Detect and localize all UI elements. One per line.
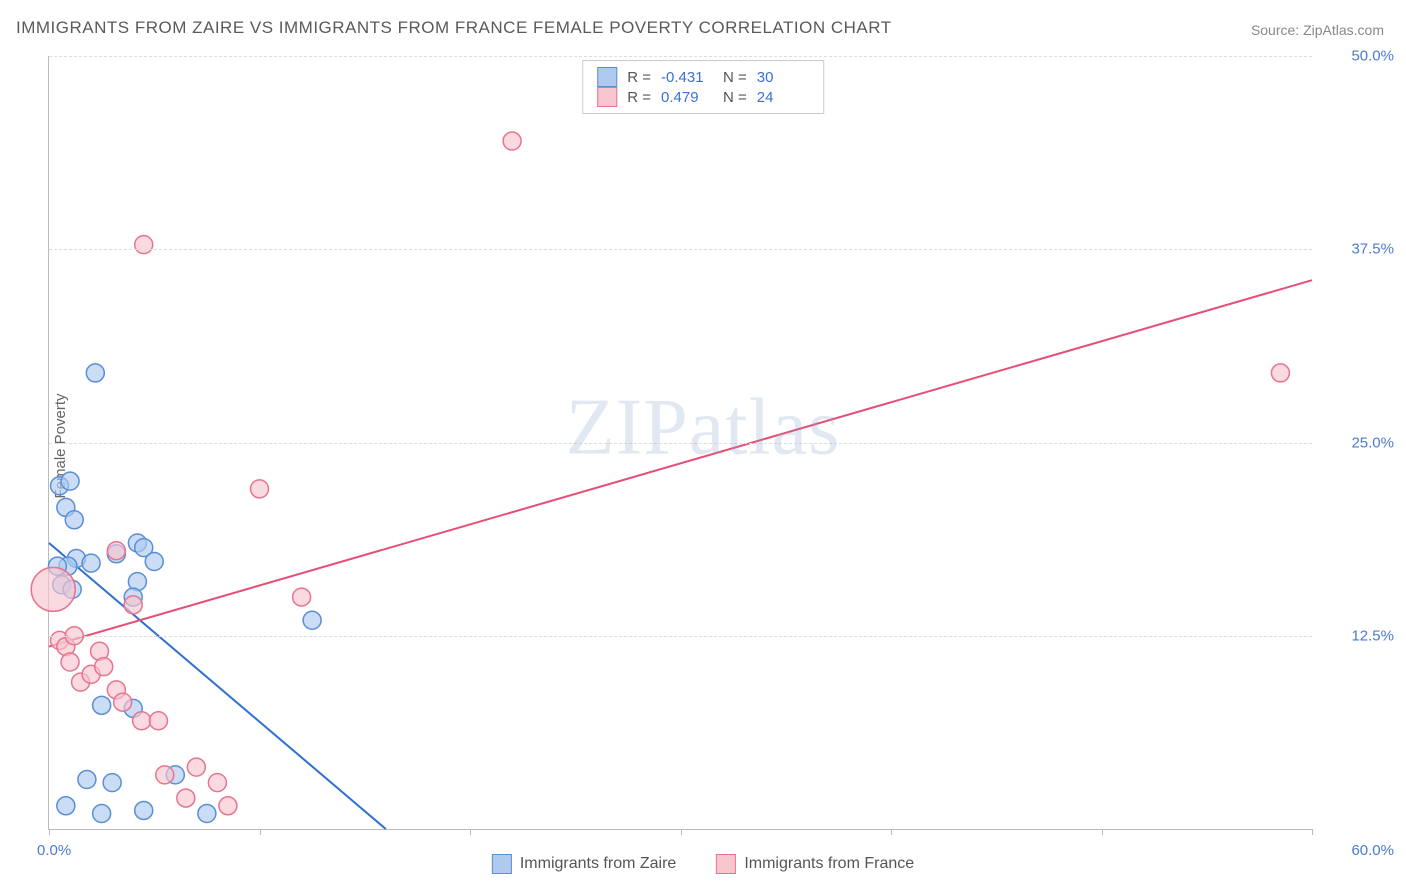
data-point-france xyxy=(149,712,167,730)
data-point-france xyxy=(61,653,79,671)
r-value-france: 0.479 xyxy=(661,89,713,106)
data-point-zaire xyxy=(135,801,153,819)
source-name: ZipAtlas.com xyxy=(1303,22,1384,38)
n-value-france: 24 xyxy=(757,89,809,106)
data-point-zaire xyxy=(86,364,104,382)
data-point-france xyxy=(219,797,237,815)
data-point-zaire xyxy=(93,805,111,823)
x-tick-mark xyxy=(260,829,261,835)
data-point-france xyxy=(124,596,142,614)
gridline xyxy=(49,249,1312,250)
data-point-zaire xyxy=(145,553,163,571)
data-point-france xyxy=(208,774,226,792)
legend-label-france: Immigrants from France xyxy=(744,855,914,873)
data-point-france xyxy=(251,480,269,498)
x-tick-mark xyxy=(470,829,471,835)
legend-swatch-france xyxy=(597,87,617,107)
legend-row-zaire: R = -0.431 N = 30 xyxy=(597,67,809,87)
source-prefix: Source: xyxy=(1251,22,1303,38)
x-tick-mark xyxy=(891,829,892,835)
chart-title: IMMIGRANTS FROM ZAIRE VS IMMIGRANTS FROM… xyxy=(16,18,892,38)
data-point-france xyxy=(107,542,125,560)
data-point-france xyxy=(503,132,521,150)
data-point-france xyxy=(135,236,153,254)
data-point-france xyxy=(95,658,113,676)
y-tick-label: 25.0% xyxy=(1351,434,1394,451)
data-point-zaire xyxy=(303,611,321,629)
series-legend: Immigrants from Zaire Immigrants from Fr… xyxy=(492,854,914,874)
y-tick-label: 37.5% xyxy=(1351,241,1394,258)
x-tick-mark xyxy=(681,829,682,835)
gridline xyxy=(49,56,1312,57)
gridline xyxy=(49,443,1312,444)
gridline xyxy=(49,636,1312,637)
data-point-france xyxy=(133,712,151,730)
data-point-zaire xyxy=(103,774,121,792)
data-point-zaire xyxy=(82,554,100,572)
data-point-france xyxy=(114,693,132,711)
x-tick-mark xyxy=(1312,829,1313,835)
r-label: R = xyxy=(627,69,651,86)
legend-label-zaire: Immigrants from Zaire xyxy=(520,855,676,873)
x-axis-max-label: 60.0% xyxy=(1351,842,1394,859)
data-point-zaire xyxy=(61,472,79,490)
data-point-france xyxy=(31,567,75,611)
data-point-france xyxy=(187,758,205,776)
n-label: N = xyxy=(723,69,747,86)
x-axis-origin-label: 0.0% xyxy=(37,842,71,859)
data-point-zaire xyxy=(78,771,96,789)
x-tick-mark xyxy=(49,829,50,835)
n-value-zaire: 30 xyxy=(757,69,809,86)
legend-swatch-france xyxy=(716,854,736,874)
n-label: N = xyxy=(723,89,747,106)
correlation-legend: R = -0.431 N = 30 R = 0.479 N = 24 xyxy=(582,60,824,114)
y-tick-label: 50.0% xyxy=(1351,48,1394,65)
legend-swatch-zaire xyxy=(492,854,512,874)
r-label: R = xyxy=(627,89,651,106)
data-point-zaire xyxy=(198,805,216,823)
y-tick-label: 12.5% xyxy=(1351,627,1394,644)
legend-item-zaire: Immigrants from Zaire xyxy=(492,854,676,874)
legend-row-france: R = 0.479 N = 24 xyxy=(597,87,809,107)
chart-plot-area: 12.5%25.0%37.5%50.0% 0.0% 60.0% xyxy=(48,56,1312,830)
data-point-zaire xyxy=(57,797,75,815)
legend-swatch-zaire xyxy=(597,67,617,87)
data-point-france xyxy=(1271,364,1289,382)
x-tick-mark xyxy=(1102,829,1103,835)
legend-item-france: Immigrants from France xyxy=(716,854,914,874)
data-point-france xyxy=(156,766,174,784)
data-point-france xyxy=(177,789,195,807)
source-attribution: Source: ZipAtlas.com xyxy=(1251,22,1384,38)
data-point-zaire xyxy=(93,696,111,714)
data-point-france xyxy=(293,588,311,606)
data-point-zaire xyxy=(65,511,83,529)
r-value-zaire: -0.431 xyxy=(661,69,713,86)
